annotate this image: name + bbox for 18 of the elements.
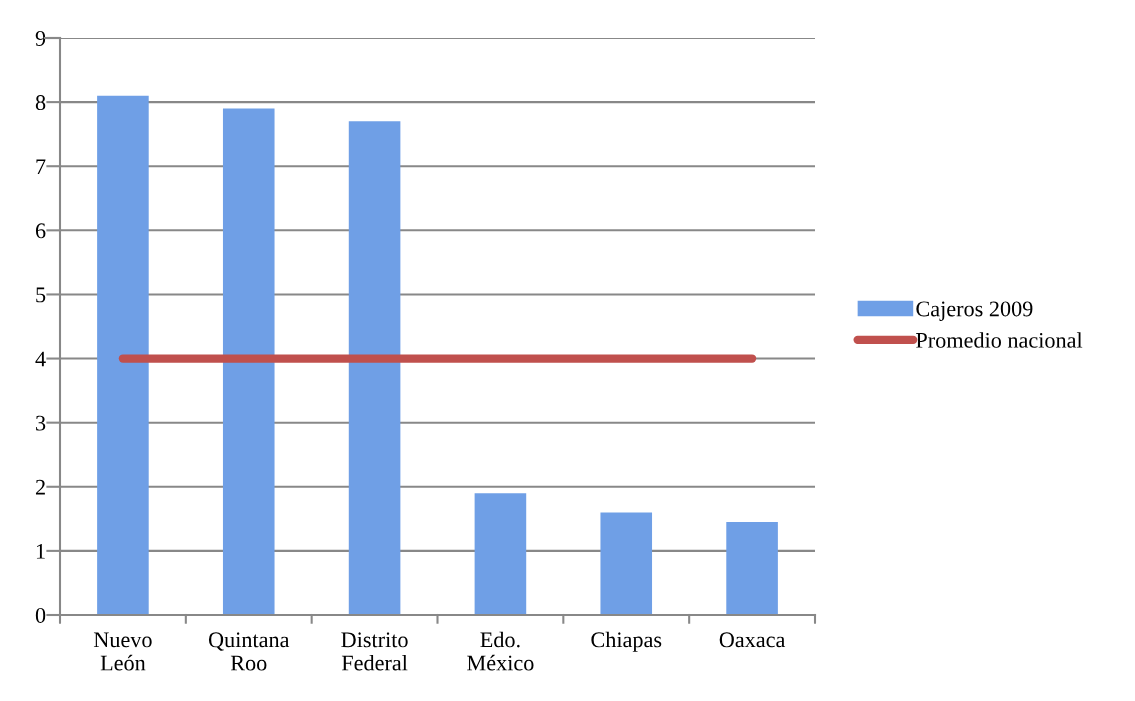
x-tick-label: Distrito Federal [341, 632, 408, 671]
x-tick-label: Chiapas [591, 631, 662, 652]
y-tick-label: 1 [36, 543, 45, 559]
y-tick-label: 9 [35, 30, 46, 46]
y-tick-label: 4 [35, 351, 46, 367]
x-tick-label: Nuevo León [93, 632, 152, 671]
y-tick-label: 3 [36, 415, 46, 431]
legend-label: Promedio nacional [916, 332, 1083, 348]
y-tick-label: 2 [35, 479, 45, 495]
y-tick-label: 5 [36, 287, 46, 303]
y-tick-label: 8 [35, 95, 46, 111]
x-tick-label: Oaxaca [719, 632, 786, 648]
legend-label: Cajeros 2009 [916, 301, 1033, 321]
y-tick-label: 6 [35, 223, 46, 239]
y-tick-label: 0 [35, 607, 46, 623]
x-tick-label: Edo. México [467, 631, 534, 671]
y-tick-label: 7 [36, 159, 46, 174]
x-tick-label: Quintana Roo [208, 632, 290, 671]
